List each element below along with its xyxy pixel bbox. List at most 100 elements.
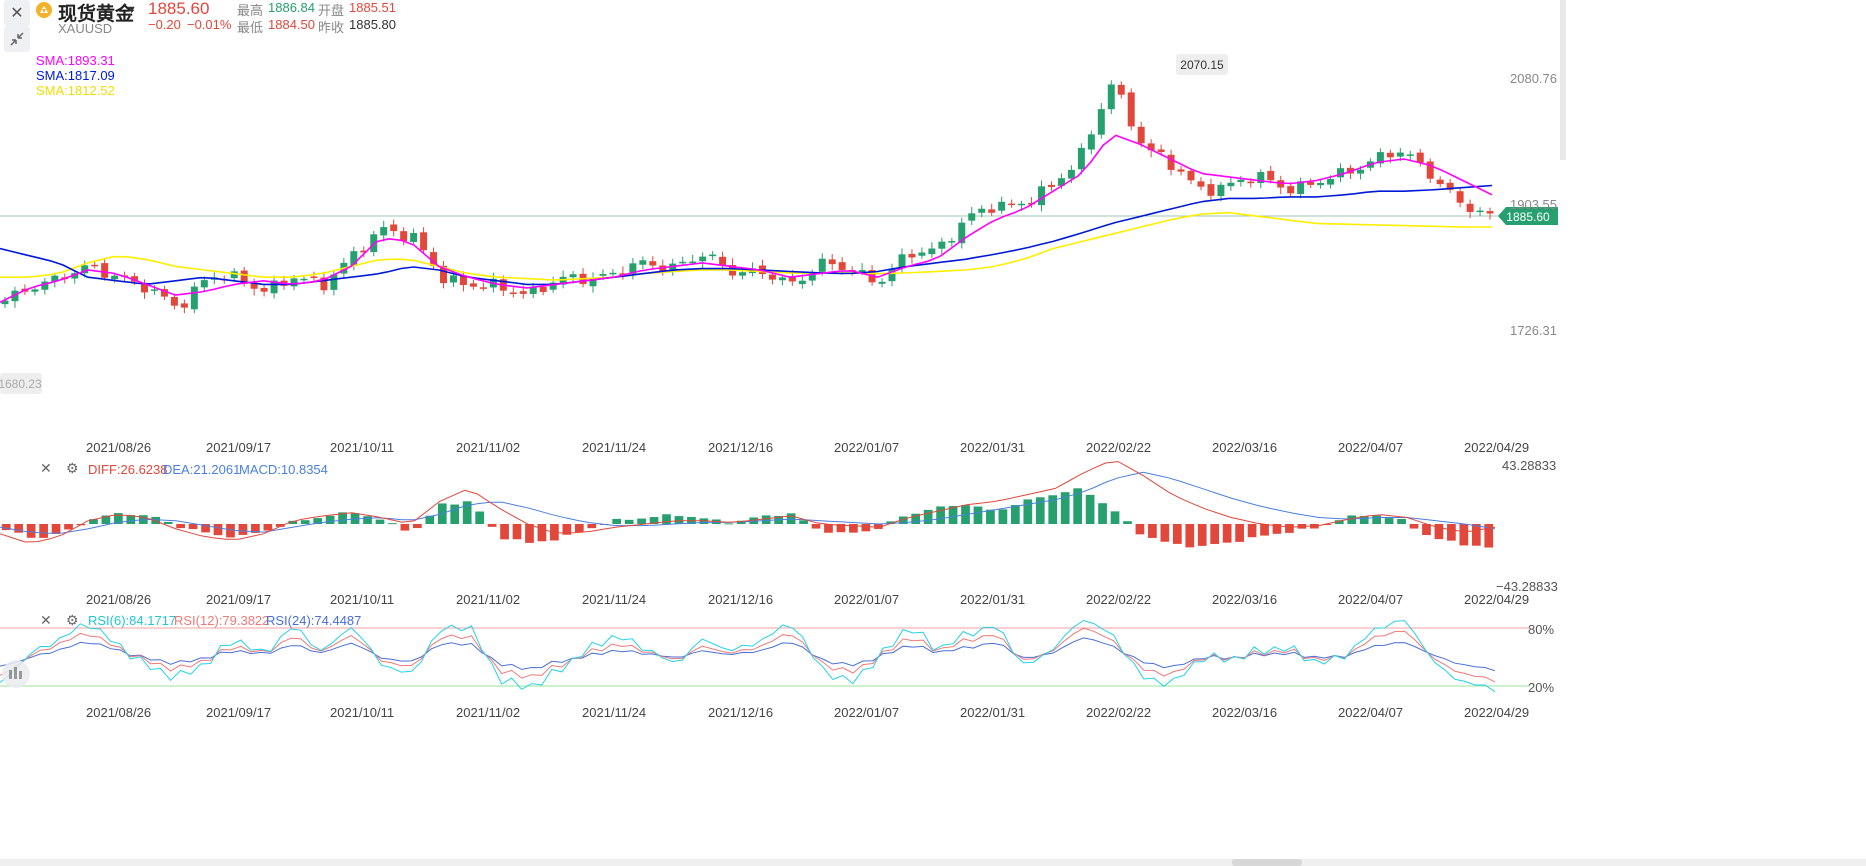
macd-bar — [936, 506, 945, 524]
candle-body — [1247, 181, 1255, 184]
macd-bar — [14, 524, 24, 533]
macd-bar — [1222, 524, 1232, 543]
macd-bar — [101, 515, 111, 524]
macd-bar — [1197, 524, 1207, 546]
macd-bar — [487, 524, 497, 527]
macd-bar — [450, 504, 460, 524]
candle-body — [649, 261, 657, 266]
macd-bar — [1459, 524, 1469, 546]
date-tick: 2022/02/22 — [1086, 440, 1152, 455]
candle-body — [1167, 154, 1175, 170]
date-tick: 2021/08/26 — [86, 705, 152, 720]
scrollbar-thumb[interactable] — [1232, 859, 1302, 866]
macd-bar — [1409, 524, 1419, 529]
caret-down-icon[interactable]: ▼ — [126, 4, 137, 16]
macd-bar — [873, 524, 883, 529]
candle-body — [1426, 161, 1434, 179]
candle-body — [838, 262, 846, 270]
macd-bar — [1135, 524, 1145, 535]
macd-bar — [537, 524, 547, 542]
candle-body — [1486, 211, 1494, 214]
close-button[interactable]: ✕ — [4, 0, 30, 26]
macd-bar — [51, 524, 61, 534]
candle-body — [71, 273, 79, 279]
price-chart[interactable]: 2070.15 1680.23 1885.60 — [0, 0, 1866, 440]
sma-fast-line — [0, 134, 1493, 304]
macd-bar — [1185, 524, 1195, 548]
macd-bar — [412, 524, 422, 529]
candle-body — [998, 201, 1006, 211]
rsi-gear-icon[interactable]: ⚙ — [66, 612, 79, 628]
macd-bar — [176, 524, 186, 529]
price-change: −0.20 — [148, 17, 181, 32]
rsi-chart[interactable] — [0, 605, 1866, 705]
macd-bar — [1372, 515, 1382, 524]
macd-bar — [1434, 524, 1444, 540]
last-price-tag — [1498, 207, 1558, 225]
date-tick: 2022/01/07 — [834, 440, 900, 455]
macd-bar — [113, 513, 123, 524]
candle-body — [449, 275, 457, 283]
candle-body — [91, 264, 99, 267]
date-tick: 2022/01/31 — [960, 440, 1026, 455]
symbol-name[interactable]: 现货黄金 — [58, 4, 135, 25]
rsi-level-20: 20% — [1528, 680, 1555, 695]
date-tick: 2022/04/07 — [1338, 440, 1404, 455]
candle-body — [290, 278, 298, 287]
gold-coin-icon — [36, 2, 52, 18]
macd-bar — [849, 524, 858, 533]
candle-body — [1117, 84, 1125, 95]
macd-chart[interactable] — [0, 450, 1866, 590]
candle-body — [1197, 181, 1205, 187]
candle-body — [898, 254, 906, 269]
candle-body — [1207, 184, 1215, 196]
macd-bar — [39, 524, 48, 538]
macd-bar — [998, 509, 1008, 524]
macd-bar — [1422, 524, 1431, 536]
candle-body — [1227, 182, 1235, 187]
macd-bar — [761, 515, 771, 524]
horizontal-scrollbar[interactable] — [0, 859, 1866, 866]
date-tick: 2022/01/31 — [960, 592, 1026, 607]
candle-body — [300, 278, 308, 281]
candle-body — [1217, 184, 1225, 196]
candle-body — [250, 283, 258, 289]
date-tick: 2021/11/02 — [456, 592, 521, 607]
macd-gear-icon[interactable]: ⚙ — [66, 460, 79, 476]
date-tick: 2021/10/11 — [330, 440, 395, 455]
candle-body — [150, 289, 158, 291]
candle-body — [410, 232, 418, 242]
macd-close-icon[interactable]: ✕ — [40, 460, 52, 476]
date-tick: 2021/11/24 — [582, 592, 647, 607]
candle-body — [160, 289, 168, 297]
date-tick: 2021/09/17 — [206, 592, 272, 607]
macd-bar — [662, 514, 671, 524]
high-label: 最高 — [237, 3, 264, 18]
candle-body — [1067, 169, 1075, 179]
macd-bar — [64, 524, 73, 530]
rsi12-label: RSI(12):79.3822 — [174, 613, 270, 628]
macd-bar — [637, 518, 646, 524]
date-tick: 2021/10/11 — [330, 705, 395, 720]
macd-bar — [1110, 511, 1120, 524]
macd-bar — [201, 524, 210, 533]
macd-bar — [948, 506, 958, 524]
macd-bar — [1397, 518, 1406, 524]
candle-body — [1396, 152, 1404, 157]
drawing-tool-button[interactable] — [2, 660, 30, 688]
macd-bar — [188, 524, 198, 530]
candle-body — [459, 275, 467, 285]
date-tick: 2022/03/16 — [1212, 705, 1278, 720]
rsi-close-icon[interactable]: ✕ — [40, 612, 52, 628]
collapse-button[interactable] — [4, 26, 30, 52]
macd-bar — [1347, 515, 1357, 524]
macd-bar — [251, 524, 260, 533]
candle-body — [1416, 152, 1424, 163]
macd-bar — [1260, 524, 1269, 536]
candle-body — [390, 224, 398, 232]
price-tick-low: 1726.31 — [1510, 323, 1557, 338]
symbol-code: XAUUSD — [58, 21, 113, 36]
candle-body — [360, 250, 368, 253]
macd-bar — [400, 524, 410, 531]
macd-bar — [363, 516, 372, 524]
